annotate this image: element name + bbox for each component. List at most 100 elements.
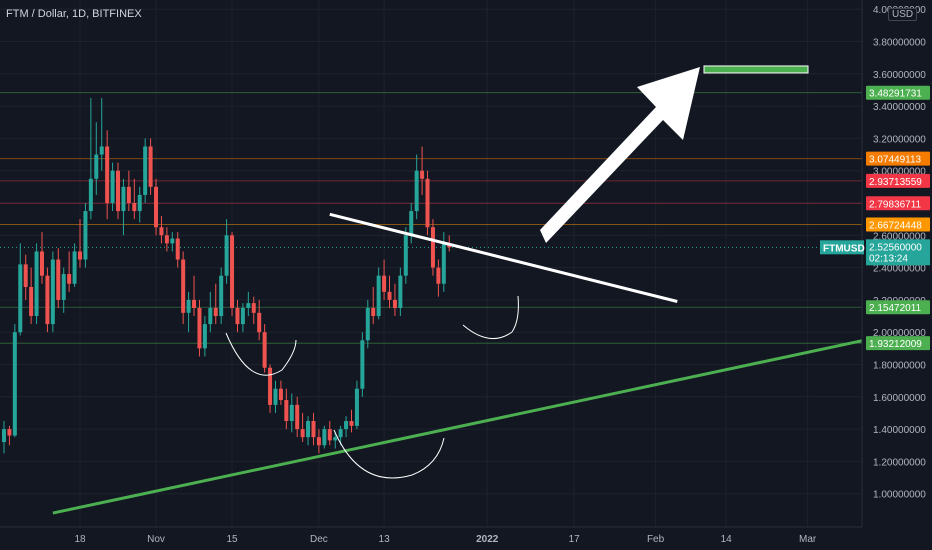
candle-body (148, 146, 153, 187)
candle-body (230, 235, 235, 308)
price-label-badge (866, 85, 930, 100)
currency-badge[interactable]: USD (888, 8, 918, 21)
candle-body (316, 437, 321, 446)
price-label-badge (866, 196, 930, 211)
candle-body (170, 238, 175, 244)
candle-body (110, 170, 115, 203)
candle-body (420, 170, 425, 179)
candle-body (333, 437, 338, 441)
price-label-text: 3.07449113 (869, 155, 922, 166)
candle-body (116, 170, 121, 212)
neckline-trendline[interactable] (329, 212, 678, 303)
candle-body (29, 286, 34, 317)
candle-body (50, 259, 55, 325)
candle-body (192, 299, 197, 308)
candle-body (262, 332, 267, 368)
price-label-badge (866, 300, 930, 315)
candle-body (322, 429, 327, 446)
x-tick-label: 14 (721, 534, 733, 545)
price-labels: 3.48291731 3.07449113 2.93713559 2.79836711… (820, 85, 930, 351)
y-tick-label: 1.80000000 (873, 361, 926, 372)
candle-body (235, 307, 240, 325)
candle-body (344, 421, 349, 430)
candle-body (137, 194, 142, 212)
candle-body (257, 312, 262, 333)
current-price-badge (866, 239, 930, 266)
candle-body (1, 429, 6, 443)
candle-body (284, 400, 289, 422)
x-tick-label: Feb (647, 534, 665, 545)
candle-body (338, 429, 343, 438)
symbol-badge (820, 240, 864, 255)
candle-body (376, 275, 381, 317)
price-label-text: 2.93713559 (869, 177, 922, 188)
candlesticks (1, 98, 452, 454)
candle-body (387, 291, 392, 300)
price-label-text: 2.15472011 (869, 303, 922, 314)
head-arc (333, 429, 445, 479)
projection-arrow[interactable] (540, 67, 700, 243)
candle-body (18, 264, 23, 333)
x-tick-label: 15 (226, 534, 238, 545)
y-tick-label: 2.00000000 (873, 328, 926, 339)
y-tick-label: 3.60000000 (873, 70, 926, 81)
candle-body (382, 275, 387, 292)
candle-body (121, 186, 126, 212)
candle-body (126, 186, 131, 203)
price-label-badge (866, 151, 930, 166)
time-axis[interactable]: 18 Nov 15 Dec 13 2022 17 Feb 14 Mar (0, 526, 932, 550)
candle-body (273, 388, 278, 405)
price-label-badge (866, 173, 930, 188)
x-tick-label: 13 (379, 534, 391, 545)
candle-body (72, 251, 77, 284)
time-axis-background (0, 527, 932, 550)
candle-body (398, 275, 403, 308)
candle-body (202, 324, 207, 349)
target-box[interactable] (703, 65, 809, 74)
y-tick-label: 3.80000000 (873, 38, 926, 49)
candle-body (409, 211, 414, 236)
candle-body (12, 332, 17, 436)
candle-body (278, 388, 283, 401)
horizontal-price-lines (0, 92, 862, 344)
candle-body (39, 251, 44, 276)
candle-body (88, 178, 93, 212)
candle-body (23, 264, 28, 287)
x-tick-label: Mar (799, 534, 817, 545)
chart-title: FTM / Dollar, 1D, BITFINEX (6, 8, 142, 20)
price-label-badge (866, 336, 930, 351)
candle-body (246, 303, 251, 308)
candle-body (392, 299, 397, 308)
candle-body (300, 429, 305, 438)
candle-body (164, 235, 169, 244)
y-tick-label: 1.60000000 (873, 393, 926, 404)
symbol-text: FTMUSD (823, 243, 865, 254)
candle-body (181, 259, 186, 313)
candle-body (306, 421, 311, 438)
support-trendline[interactable] (52, 332, 895, 515)
right-shoulder-arc (462, 295, 519, 340)
candle-body (251, 303, 256, 313)
x-tick-label: Nov (147, 534, 165, 545)
current-price-text: 2.52560000 (869, 242, 922, 253)
candle-body (327, 429, 332, 441)
candle-body (154, 186, 159, 228)
price-axis[interactable]: 1.00000000 1.20000000 1.40000000 1.60000000… (861, 0, 932, 550)
y-tick-label: 2.40000000 (873, 264, 926, 275)
candle-body (365, 307, 370, 341)
candle-body (61, 274, 66, 300)
candle-body (289, 404, 294, 422)
candle-body (175, 238, 180, 260)
chart-drawings (52, 65, 895, 515)
candle-body (34, 251, 39, 317)
candle-body (354, 388, 359, 426)
candle-body (371, 307, 376, 317)
y-tick-label: 3.00000000 (873, 167, 926, 178)
x-tick-label: Dec (310, 534, 328, 545)
candle-body (143, 146, 148, 195)
candle-body (414, 170, 419, 212)
candle-body (436, 267, 441, 284)
price-label-text: 1.93212009 (869, 339, 922, 350)
